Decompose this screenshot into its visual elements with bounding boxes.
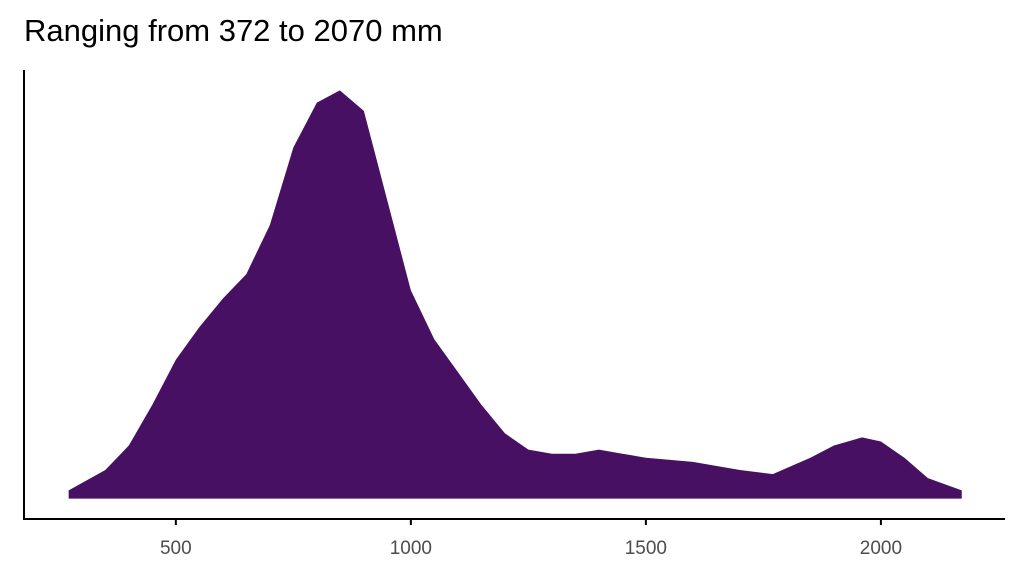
x-tick-label: 2000 xyxy=(860,538,902,559)
density-area xyxy=(68,90,962,499)
x-tick-label: 500 xyxy=(160,538,192,559)
x-tick-label: 1500 xyxy=(625,538,667,559)
x-tick-label: 1000 xyxy=(390,538,432,559)
chart-title: Ranging from 372 to 2070 mm xyxy=(24,13,443,48)
